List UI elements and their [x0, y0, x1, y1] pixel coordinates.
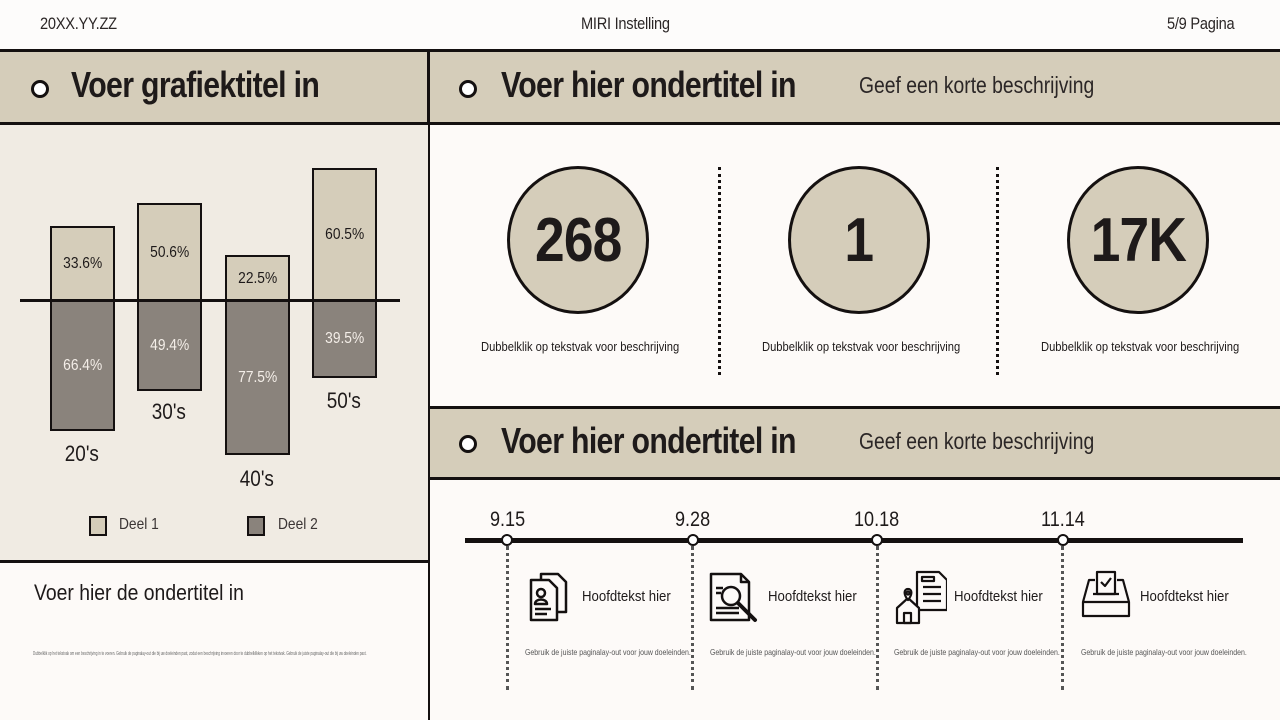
category-label-20s: 20's — [64, 441, 100, 466]
legend-label-part1: Deel 1 — [119, 516, 159, 533]
chart-description[interactable]: Dubbelklik op het tekstvak om een beschr… — [33, 651, 367, 657]
stat-label[interactable]: Dubbelklik op tekstvak voor beschrijving — [762, 339, 961, 354]
bar-30s-part1[interactable]: 50.6% — [137, 203, 202, 302]
timeline-date: 9.28 — [675, 508, 711, 531]
category-label-30s: 30's — [151, 399, 187, 424]
timeline-text[interactable]: Gebruik de juiste paginalay-out voor jou… — [710, 647, 876, 657]
bar-30s-part2[interactable]: 49.4% — [137, 300, 202, 391]
timeline-heading[interactable]: Hoofdtekst hier — [1140, 588, 1229, 605]
stats-description[interactable]: Geef een korte beschrijving — [859, 72, 1095, 98]
date-label: 20XX.YY.ZZ — [40, 14, 117, 33]
timeline-node[interactable] — [687, 534, 699, 546]
timeline-text[interactable]: Gebruik de juiste paginalay-out voor jou… — [1081, 647, 1247, 657]
category-label-40s: 40's — [239, 466, 275, 491]
frame-divider-vertical — [427, 49, 430, 720]
chart-baseline — [20, 299, 400, 302]
timeline-title[interactable]: Voer hier ondertitel in — [501, 420, 797, 461]
chart-title[interactable]: Voer grafiektitel in — [71, 64, 320, 105]
bullet-icon — [31, 80, 49, 98]
timeline-date: 10.18 — [854, 508, 900, 531]
stat-circle: 1 — [788, 166, 930, 314]
frame-line-chart-bottom — [0, 560, 428, 563]
stat-label[interactable]: Dubbelklik op tekstvak voor beschrijving — [481, 339, 680, 354]
chart-header: Voer grafiektitel in — [0, 52, 427, 122]
organization-title: MIRI Instelling — [581, 14, 670, 33]
chart-notes: Voer hier de ondertitel in Dubbelklik op… — [0, 563, 428, 720]
document-user-icon — [529, 572, 568, 622]
bar-40s-part2[interactable]: 77.5% — [225, 300, 290, 455]
bar-50s-part2[interactable]: 39.5% — [312, 300, 377, 378]
bar-50s-part1[interactable]: 60.5% — [312, 168, 377, 302]
stat-card-1: 268 Dubbelklik op tekstvak voor beschrij… — [438, 125, 718, 405]
bar-40s-part1[interactable]: 22.5% — [225, 255, 290, 302]
stat-label[interactable]: Dubbelklik op tekstvak voor beschrijving — [1041, 339, 1240, 354]
timeline-date: 11.14 — [1041, 508, 1085, 531]
timeline-heading[interactable]: Hoofdtekst hier — [954, 588, 1043, 605]
stat-circle: 268 — [507, 166, 649, 314]
timeline-node[interactable] — [871, 534, 883, 546]
bullet-icon — [459, 435, 477, 453]
bullet-icon — [459, 80, 477, 98]
stats-title[interactable]: Voer hier ondertitel in — [501, 64, 797, 105]
legend-label-part2: Deel 2 — [278, 516, 318, 533]
timeline-connector — [506, 546, 509, 690]
stat-divider — [718, 167, 721, 375]
stat-circle: 17K — [1067, 166, 1209, 314]
timeline-connector — [1061, 546, 1064, 690]
category-label-50s: 50's — [326, 388, 362, 413]
document-search-icon — [709, 572, 757, 622]
timeline-heading[interactable]: Hoofdtekst hier — [582, 588, 671, 605]
bar-20s-part2[interactable]: 66.4% — [50, 300, 115, 431]
timeline-node[interactable] — [501, 534, 513, 546]
timeline-description[interactable]: Geef een korte beschrijving — [859, 428, 1095, 454]
timeline-text[interactable]: Gebruik de juiste paginalay-out voor jou… — [894, 647, 1060, 657]
frame-line-timeline-header-bottom — [428, 477, 1280, 480]
property-document-icon — [895, 570, 947, 625]
stats-header: Voer hier ondertitel in Geef een korte b… — [430, 52, 1280, 122]
chart-subtitle[interactable]: Voer hier de ondertitel in — [34, 580, 244, 605]
legend-swatch-part1 — [89, 516, 107, 536]
chart-area: 33.6% 66.4% 50.6% 49.4% 22.5% 77.5% 60.5… — [0, 125, 428, 560]
frame-line-stats-bottom — [428, 406, 1280, 409]
bar-20s-part1[interactable]: 33.6% — [50, 226, 115, 302]
timeline-axis — [465, 538, 1243, 543]
timeline-header: Voer hier ondertitel in Geef een korte b… — [430, 409, 1280, 477]
frame-line-header-bottom — [0, 122, 1280, 125]
timeline-connector — [691, 546, 694, 690]
timeline-date: 9.15 — [490, 508, 526, 531]
stat-card-2: 1 Dubbelklik op tekstvak voor beschrijvi… — [719, 125, 999, 405]
timeline-connector — [876, 546, 879, 690]
frame-line-top — [0, 49, 1280, 52]
legend-swatch-part2 — [247, 516, 265, 536]
timeline-node[interactable] — [1057, 534, 1069, 546]
timeline-heading[interactable]: Hoofdtekst hier — [768, 588, 857, 605]
timeline-text[interactable]: Gebruik de juiste paginalay-out voor jou… — [525, 647, 691, 657]
stat-card-3: 17K Dubbelklik op tekstvak voor beschrij… — [998, 125, 1278, 405]
top-bar: 20XX.YY.ZZ MIRI Instelling 5/9 Pagina — [0, 0, 1280, 50]
page-indicator: 5/9 Pagina — [1167, 14, 1235, 33]
ballot-box-icon — [1081, 570, 1131, 618]
stat-divider — [996, 167, 999, 375]
